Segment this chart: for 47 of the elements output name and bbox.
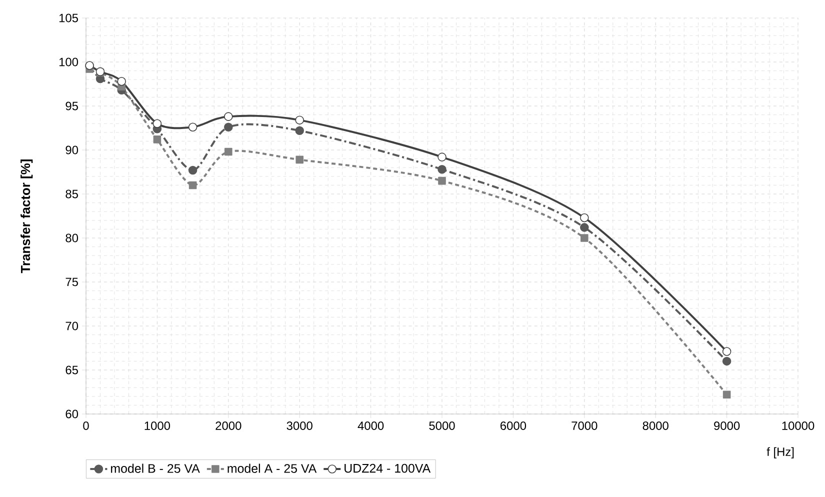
x-tick-label: 4000: [358, 422, 384, 430]
legend-label: model B - 25 VA: [111, 464, 200, 473]
x-axis-title: f [Hz]: [766, 447, 794, 458]
x-tick-label: 9000: [714, 422, 740, 430]
point: [722, 347, 732, 356]
y-tick-label: 105: [59, 14, 78, 22]
point: [438, 176, 446, 185]
legend-label: UDZ24 - 100VA: [344, 464, 431, 473]
legend-label: model A - 25 VA: [228, 464, 317, 473]
y-tick-label: 95: [66, 102, 78, 110]
point: [117, 76, 126, 86]
y-tick-label: 90: [66, 146, 78, 154]
point: [295, 116, 304, 124]
point: [152, 119, 162, 128]
point: [580, 223, 589, 232]
point: [224, 122, 233, 132]
x-tick-label: 1000: [144, 422, 170, 430]
y-tick-label: 65: [66, 366, 78, 374]
point: [296, 156, 304, 164]
x-tick-label: 5000: [429, 422, 455, 430]
y-tick-label: 70: [66, 322, 78, 330]
point: [188, 122, 198, 132]
point: [438, 152, 446, 162]
y-tick-label: 85: [66, 190, 78, 198]
x-tick-label: 3000: [286, 422, 312, 430]
y-tick-label: 80: [66, 234, 78, 242]
point: [224, 112, 233, 121]
x-tick-label: 0: [83, 422, 89, 430]
y-tick-label: 60: [66, 410, 78, 418]
y-axis-title: Transfer factor [%]: [20, 160, 33, 274]
y-tick-label: 75: [66, 278, 78, 286]
point: [153, 136, 162, 144]
point: [722, 356, 732, 366]
point: [188, 166, 198, 175]
point: [224, 148, 232, 156]
x-tick-label: 6000: [500, 422, 526, 430]
point: [188, 181, 197, 190]
x-tick-label: 8000: [642, 422, 668, 430]
x-tick-label: 2000: [216, 422, 242, 430]
x-tick-label: 10000: [782, 422, 814, 430]
point: [722, 390, 731, 399]
x-tick-label: 7000: [572, 422, 598, 430]
point: [580, 213, 589, 222]
y-tick-label: 100: [59, 58, 78, 66]
point: [295, 126, 304, 136]
point: [580, 234, 588, 242]
point: [438, 164, 446, 174]
